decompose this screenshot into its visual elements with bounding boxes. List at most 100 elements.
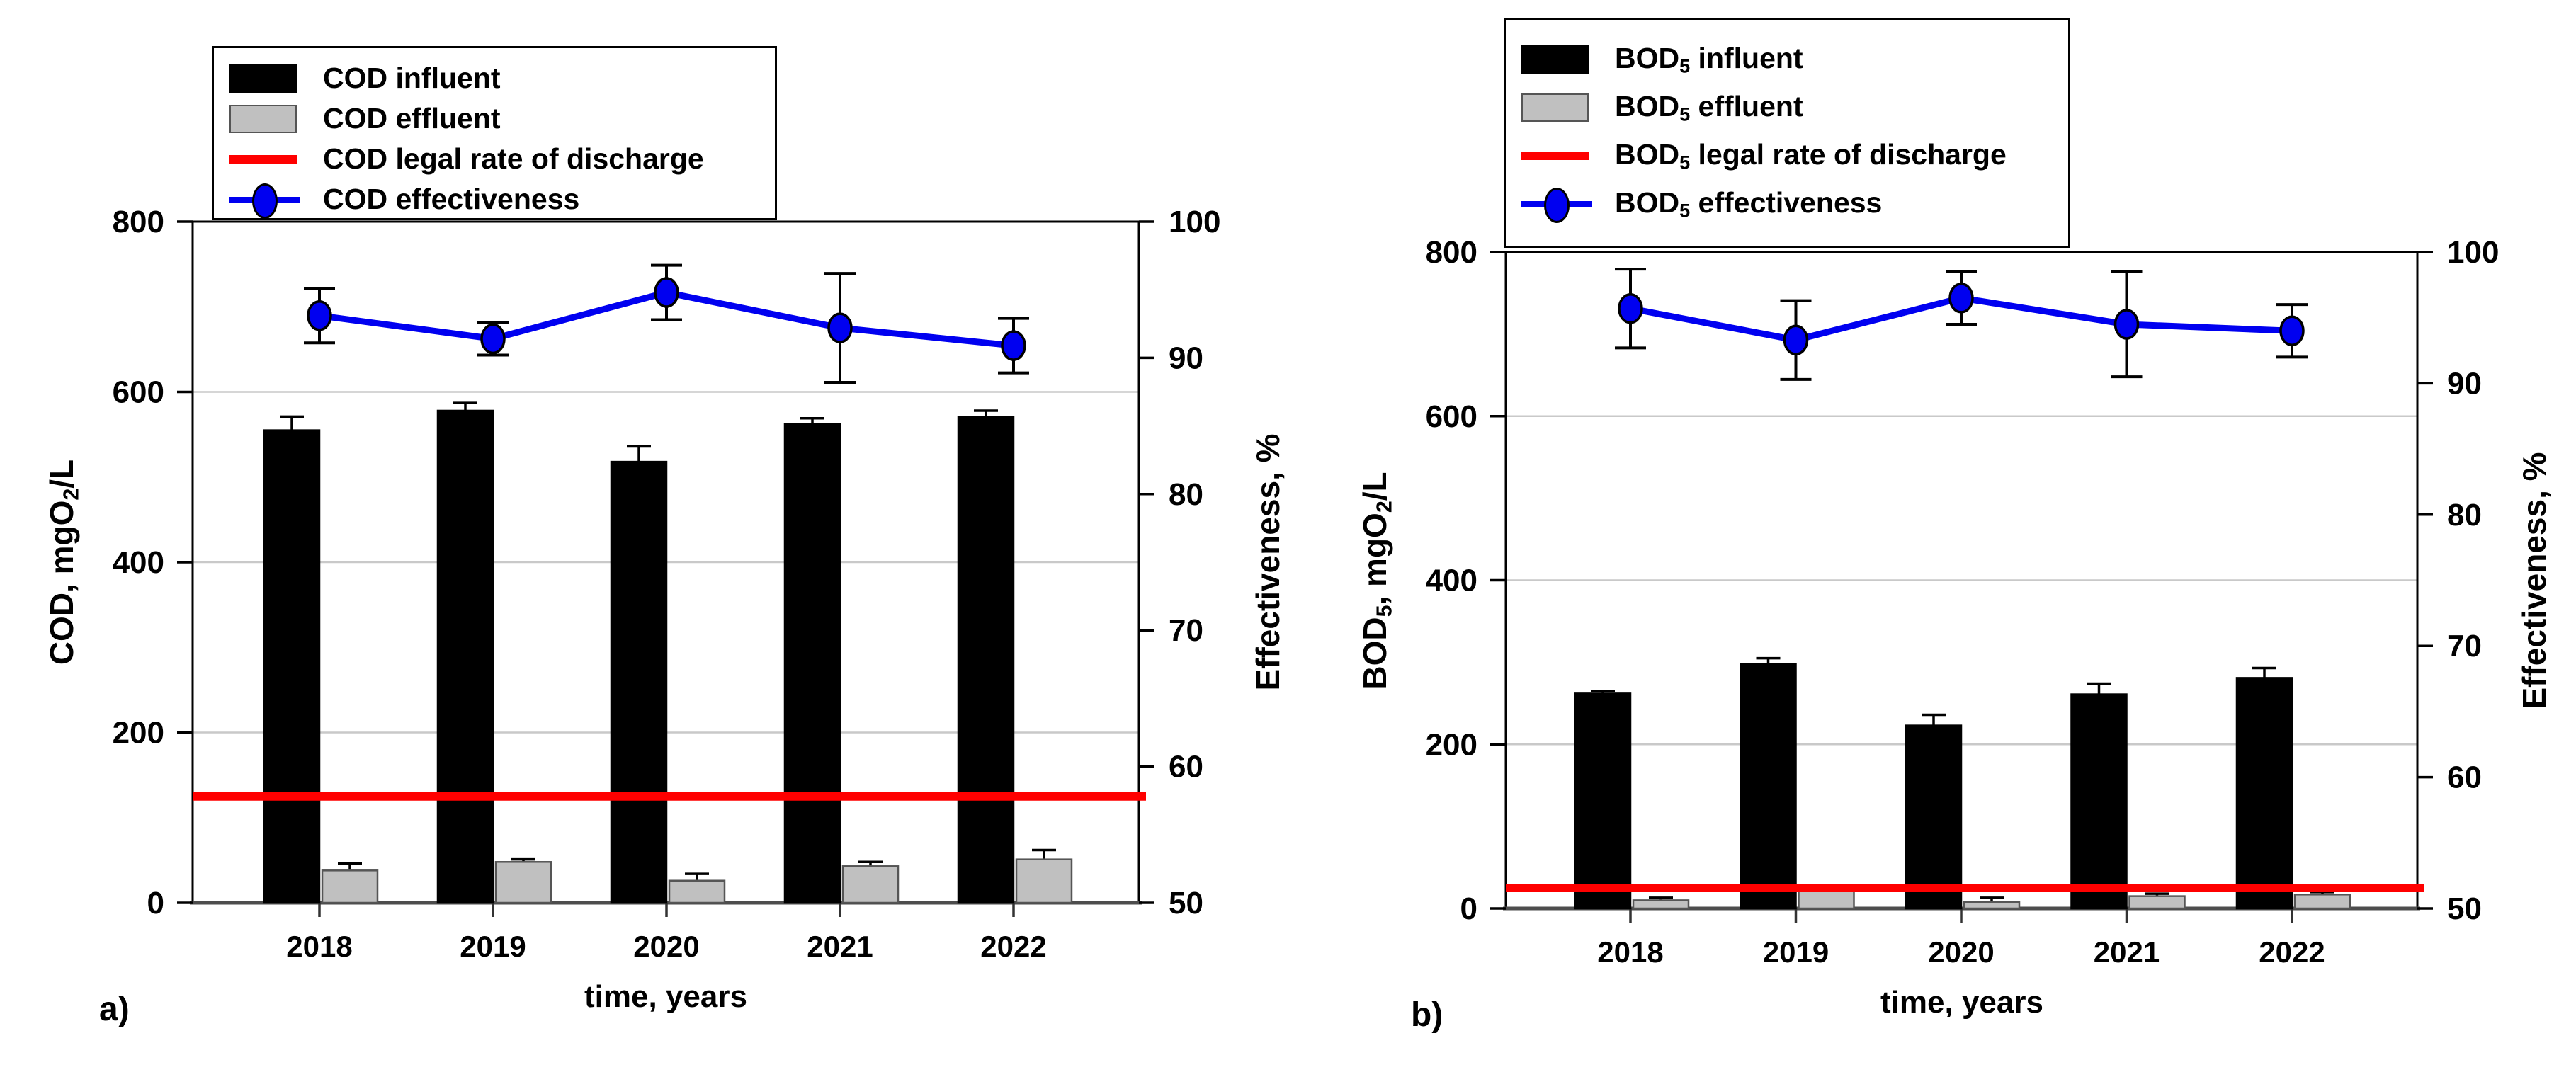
x-axis-title-cod: time, years xyxy=(584,979,747,1014)
legend-label: COD legal rate of discharge xyxy=(323,142,704,176)
cod-effluent-bar-2018 xyxy=(321,869,379,904)
cod-influent-bar-2022 xyxy=(957,416,1015,904)
legend-cod: COD influent COD effluent COD legal rate… xyxy=(212,46,777,220)
legend-label: BOD5 effectiveness xyxy=(1615,186,1882,222)
cod-effectiveness-marker-2022 xyxy=(1001,330,1026,361)
legend-item: COD legal rate of discharge xyxy=(214,139,775,179)
bod5-effectiveness-marker-2018 xyxy=(1618,292,1643,324)
bod5-tick-label-left: 600 xyxy=(1426,399,1477,434)
legend-item: BOD5 influent xyxy=(1506,35,2068,84)
cod-effluent-bar-2020 xyxy=(668,879,726,904)
legend-label: BOD5 legal rate of discharge xyxy=(1615,138,2007,173)
cod-effluent-bar-2021 xyxy=(841,865,900,904)
bod5-effluent-bar-2020 xyxy=(1963,901,2021,910)
subscript: 5 xyxy=(1679,103,1691,125)
legend-swatch-wrap xyxy=(1521,45,1615,74)
bod5-effluent-bar-2021 xyxy=(2128,895,2186,910)
subscript: 5 xyxy=(1679,200,1691,222)
label-text: effluent xyxy=(1690,89,1803,122)
bod5-effectiveness-swatch-icon xyxy=(1521,186,1592,223)
legend-item: BOD5 effluent xyxy=(1506,84,2068,132)
subscript: 5 xyxy=(1373,605,1397,617)
bod5-legal-line-swatch-icon xyxy=(1521,152,1589,160)
cod-year-label: 2018 xyxy=(286,930,352,963)
cod-effectiveness-marker-2018 xyxy=(307,300,332,331)
cod-tick-label-left: 0 xyxy=(147,886,164,920)
panel-label-a: a) xyxy=(99,991,130,1028)
bod5-influent-bar-2020 xyxy=(1905,724,1963,910)
cod-influent-bar-2019 xyxy=(436,409,494,904)
legend-label: COD influent xyxy=(323,62,501,95)
bod5-year-label: 2022 xyxy=(2259,935,2325,969)
cod-influent-bar-2021 xyxy=(783,423,841,904)
legend-swatch-wrap xyxy=(1521,186,1615,223)
bod5-effluent-swatch-icon xyxy=(1521,93,1589,122)
bod5-tick-label-left: 200 xyxy=(1426,727,1477,762)
cod-tick-label-right: 70 xyxy=(1169,613,1203,648)
cod-tick-label-left: 600 xyxy=(113,375,164,410)
subscript: 5 xyxy=(1679,152,1691,173)
bod5-tick-label-left: 0 xyxy=(1460,891,1477,926)
label-text: BOD xyxy=(1615,186,1680,219)
cod-effluent-bar-2022 xyxy=(1015,858,1073,904)
legend-swatch-wrap xyxy=(229,154,323,164)
cod-tick-label-right: 90 xyxy=(1169,341,1203,375)
bod5-effectiveness-marker-2022 xyxy=(2279,315,2305,346)
legend-swatch-wrap xyxy=(229,104,323,133)
label-text: , mgO xyxy=(1356,513,1393,605)
bod5-effectiveness-marker-2021 xyxy=(2113,309,2140,340)
y2-axis-title-bod5: Effectiveness, % xyxy=(2516,452,2553,709)
bod5-year-label: 2020 xyxy=(1928,935,1994,969)
cod-legal-line-swatch-icon xyxy=(229,154,297,164)
label-text: influent xyxy=(1690,41,1803,74)
bod5-influent-bar-2022 xyxy=(2235,677,2293,910)
bod5-tick-label-right: 60 xyxy=(2447,760,2482,795)
cod-tick-label-right: 60 xyxy=(1169,750,1203,785)
legend-label: COD effectiveness xyxy=(323,183,579,216)
label-text: BOD xyxy=(1615,137,1680,171)
label-text: COD, mgO xyxy=(43,500,80,666)
cod-year-label: 2022 xyxy=(980,930,1046,963)
cod-effectiveness-swatch-icon xyxy=(229,182,300,219)
bod5-influent-swatch-icon xyxy=(1521,45,1589,74)
subscript: 5 xyxy=(1679,55,1691,77)
cod-year-label: 2021 xyxy=(807,930,873,963)
legend-label: BOD5 influent xyxy=(1615,42,1803,77)
cod-tick-label-left: 400 xyxy=(113,545,164,580)
legend-item: BOD5 legal rate of discharge xyxy=(1506,132,2068,180)
cod-influent-swatch-icon xyxy=(229,64,297,93)
bod5-year-label: 2018 xyxy=(1597,935,1663,969)
label-text: COD legal rate of discharge xyxy=(323,142,704,175)
bod5-tick-label-right: 90 xyxy=(2447,366,2482,401)
legend-item: COD effluent xyxy=(214,98,775,139)
cod-effectiveness-marker-2021 xyxy=(827,312,853,343)
bod5-year-label: 2019 xyxy=(1763,935,1829,969)
cod-effectiveness-marker-2019 xyxy=(480,323,506,355)
label-text: COD influent xyxy=(323,62,501,94)
legend-item: COD effectiveness xyxy=(214,179,775,219)
bod5-effectiveness-marker-2019 xyxy=(1783,324,1809,355)
subscript: 2 xyxy=(1373,501,1397,513)
legend-label: COD effluent xyxy=(323,102,501,135)
cod-effluent-swatch-icon xyxy=(229,104,297,133)
bod5-effluent-bar-2019 xyxy=(1798,890,1855,910)
bod5-influent-bar-2019 xyxy=(1740,663,1797,910)
cod-tick-label-right: 50 xyxy=(1169,886,1203,920)
label-text: BOD xyxy=(1615,89,1680,122)
bod5-tick-label-right: 70 xyxy=(2447,629,2482,663)
bod5-tick-label-right: 100 xyxy=(2447,235,2499,270)
cod-influent-bar-2018 xyxy=(263,429,321,904)
cod-tick-label-left: 800 xyxy=(113,205,164,239)
label-text: legal rate of discharge xyxy=(1690,137,2007,171)
panel-label-b: b) xyxy=(1411,996,1443,1034)
label-text: BOD xyxy=(1356,617,1393,690)
legend-swatch-wrap xyxy=(229,182,323,219)
cod-year-label: 2020 xyxy=(633,930,699,963)
legend-bod5: BOD5 influent BOD5 effluent BOD5 legal r… xyxy=(1504,18,2070,248)
bod5-tick-label-right: 80 xyxy=(2447,498,2482,532)
label-text: COD effectiveness xyxy=(323,183,580,215)
bod5-year-label: 2021 xyxy=(2094,935,2160,969)
legend-item: BOD5 effectiveness xyxy=(1506,180,2068,228)
cod-tick-label-right: 100 xyxy=(1169,205,1220,239)
